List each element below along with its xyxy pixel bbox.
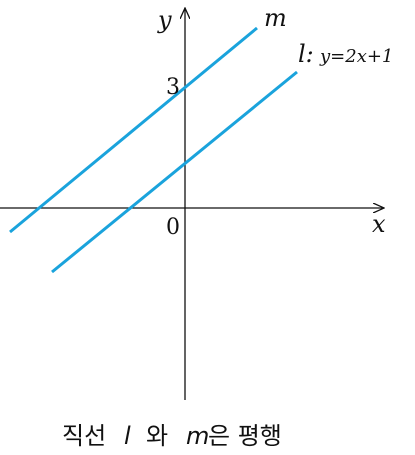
line-l-label: l: [298,40,314,68]
line-l [51,70,298,274]
line-m-label: m [264,4,287,32]
origin-label: 0 [166,215,180,240]
line-l-equation: y=2x+1 [319,46,393,67]
caption-part: 은 평행 [208,422,282,450]
caption-part: l [124,422,131,450]
line-m [9,26,258,234]
caption-part: m [186,422,209,450]
y-intercept-label: 3 [166,75,180,100]
x-axis-label: x [372,210,386,238]
y-axis-label: y [157,6,172,34]
caption-part: 와 [146,422,168,450]
caption-part: 직선 [62,422,106,450]
